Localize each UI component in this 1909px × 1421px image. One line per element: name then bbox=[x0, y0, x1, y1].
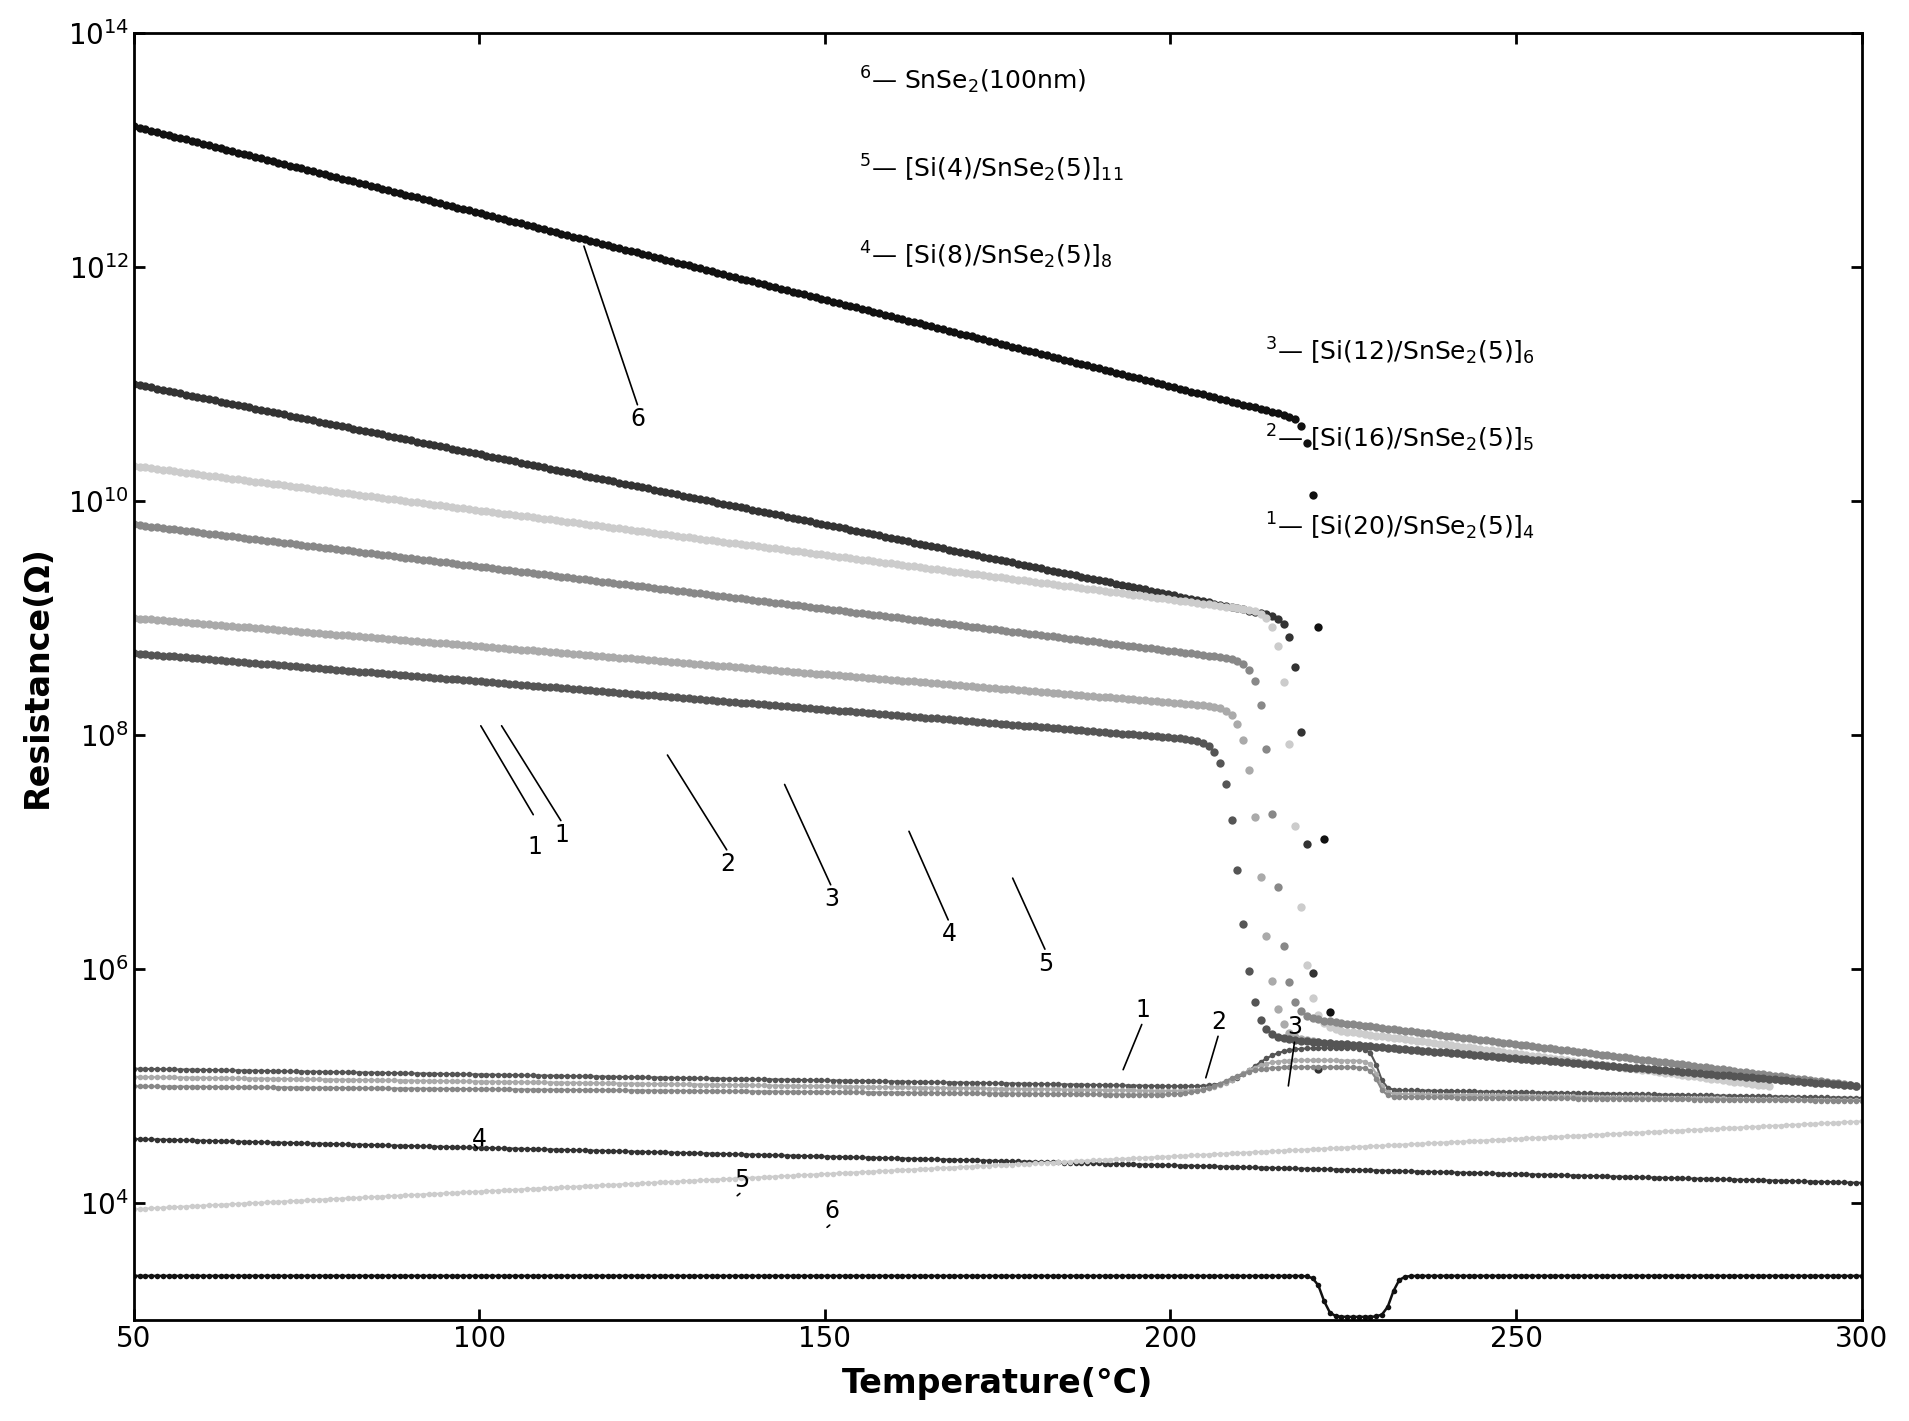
Text: 4: 4 bbox=[941, 922, 956, 946]
Text: 4: 4 bbox=[472, 1127, 487, 1151]
Text: $^6$— SnSe$_2$(100nm): $^6$— SnSe$_2$(100nm) bbox=[859, 65, 1086, 97]
Text: 1: 1 bbox=[556, 823, 569, 847]
Text: $^3$— [Si(12)/SnSe$_2$(5)]$_6$: $^3$— [Si(12)/SnSe$_2$(5)]$_6$ bbox=[1266, 335, 1535, 367]
Text: 3: 3 bbox=[825, 887, 840, 911]
Y-axis label: Resistance(Ω): Resistance(Ω) bbox=[21, 546, 53, 809]
Text: 1: 1 bbox=[1136, 998, 1151, 1022]
Text: 5: 5 bbox=[735, 1168, 750, 1192]
Text: 3: 3 bbox=[1287, 1016, 1302, 1040]
Text: $^5$— [Si(4)/SnSe$_2$(5)]$_{11}$: $^5$— [Si(4)/SnSe$_2$(5)]$_{11}$ bbox=[859, 152, 1124, 183]
X-axis label: Temperature(°C): Temperature(°C) bbox=[842, 1367, 1153, 1400]
Text: 2: 2 bbox=[722, 853, 735, 877]
Text: 6: 6 bbox=[630, 408, 645, 432]
Text: 1: 1 bbox=[527, 834, 542, 858]
Text: $^4$— [Si(8)/SnSe$_2$(5)]$_8$: $^4$— [Si(8)/SnSe$_2$(5)]$_8$ bbox=[859, 240, 1113, 271]
Text: 2: 2 bbox=[1212, 1010, 1226, 1033]
Text: 6: 6 bbox=[825, 1199, 840, 1223]
Text: 5: 5 bbox=[1038, 952, 1054, 976]
Text: $^2$— [Si(16)/SnSe$_2$(5)]$_5$: $^2$— [Si(16)/SnSe$_2$(5)]$_5$ bbox=[1266, 423, 1535, 455]
Text: $^1$— [Si(20)/SnSe$_2$(5)]$_4$: $^1$— [Si(20)/SnSe$_2$(5)]$_4$ bbox=[1266, 510, 1535, 541]
